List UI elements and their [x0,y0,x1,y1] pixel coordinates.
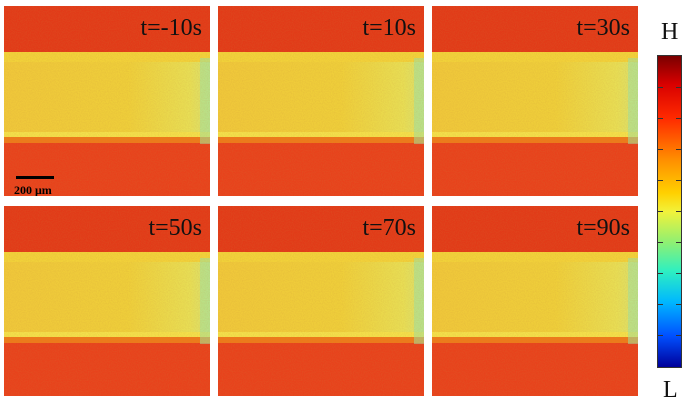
scale-bar-label: 200 μm [14,183,52,196]
time-label: t=-10s [140,15,202,41]
panel-t-30: t=30s [432,6,638,196]
colorbar-low-label: L [663,377,678,403]
colorbar-high-label: H [661,19,679,45]
panel-t-90: t=90s [432,206,638,396]
panel-t-minus-10: t=-10s 200 μm [4,6,210,196]
time-label: t=50s [148,215,202,241]
colorbar [657,55,682,368]
time-label: t=10s [362,15,416,41]
time-label: t=70s [362,215,416,241]
scale-bar [16,176,54,179]
panel-t-10: t=10s [218,6,424,196]
panel-t-50: t=50s [4,206,210,396]
time-label: t=30s [576,15,630,41]
panel-t-70: t=70s [218,206,424,396]
time-label: t=90s [576,215,630,241]
